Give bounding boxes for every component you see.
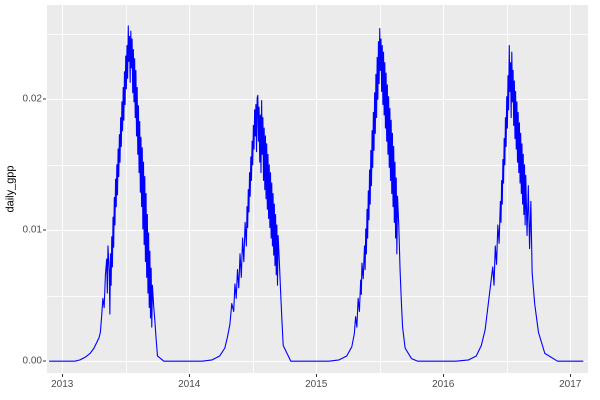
gridline-major-vertical — [62, 5, 64, 373]
y-axis-tick-mark — [43, 229, 46, 231]
gridline-major-vertical — [189, 5, 191, 373]
x-axis-tick-label: 2013 — [51, 379, 74, 390]
daily-gpp-line — [48, 25, 584, 362]
x-axis-tick-mark — [316, 374, 318, 377]
x-axis-tick-label: 2017 — [559, 379, 582, 390]
x-axis-tick-mark — [189, 374, 191, 377]
y-axis-tick-label: 0.02 — [22, 93, 42, 105]
gridline-minor-vertical — [125, 5, 127, 373]
gridline-major-vertical — [570, 5, 572, 373]
x-axis-tick-label: 2015 — [305, 379, 328, 390]
y-axis-tick-labels: 0.00 0.01 0.02 — [0, 0, 42, 400]
gridline-major-horizontal — [47, 230, 588, 232]
gridline-major-vertical — [443, 5, 445, 373]
gridline-major-horizontal — [47, 99, 588, 101]
plot-panel — [47, 5, 588, 373]
gridline-minor-vertical — [379, 5, 381, 373]
gridline-minor-horizontal — [47, 164, 588, 166]
x-axis-tick-mark — [443, 374, 445, 377]
gridline-minor-vertical — [252, 5, 254, 373]
y-axis-tick-label: 0.00 — [22, 355, 42, 367]
x-axis-tick-label: 2016 — [432, 379, 455, 390]
x-axis-tick-mark — [570, 374, 572, 377]
x-axis-tick-mark — [62, 374, 64, 377]
x-axis-tick-label: 2014 — [178, 379, 201, 390]
gridline-major-vertical — [316, 5, 318, 373]
gridline-minor-horizontal — [47, 295, 588, 297]
y-axis-tick-label: 0.01 — [22, 224, 42, 236]
gridline-minor-horizontal — [47, 33, 588, 35]
y-axis-tick-mark — [43, 360, 46, 362]
gridline-minor-vertical — [506, 5, 508, 373]
data-line-series — [48, 25, 584, 362]
y-axis-tick-mark — [43, 98, 46, 100]
